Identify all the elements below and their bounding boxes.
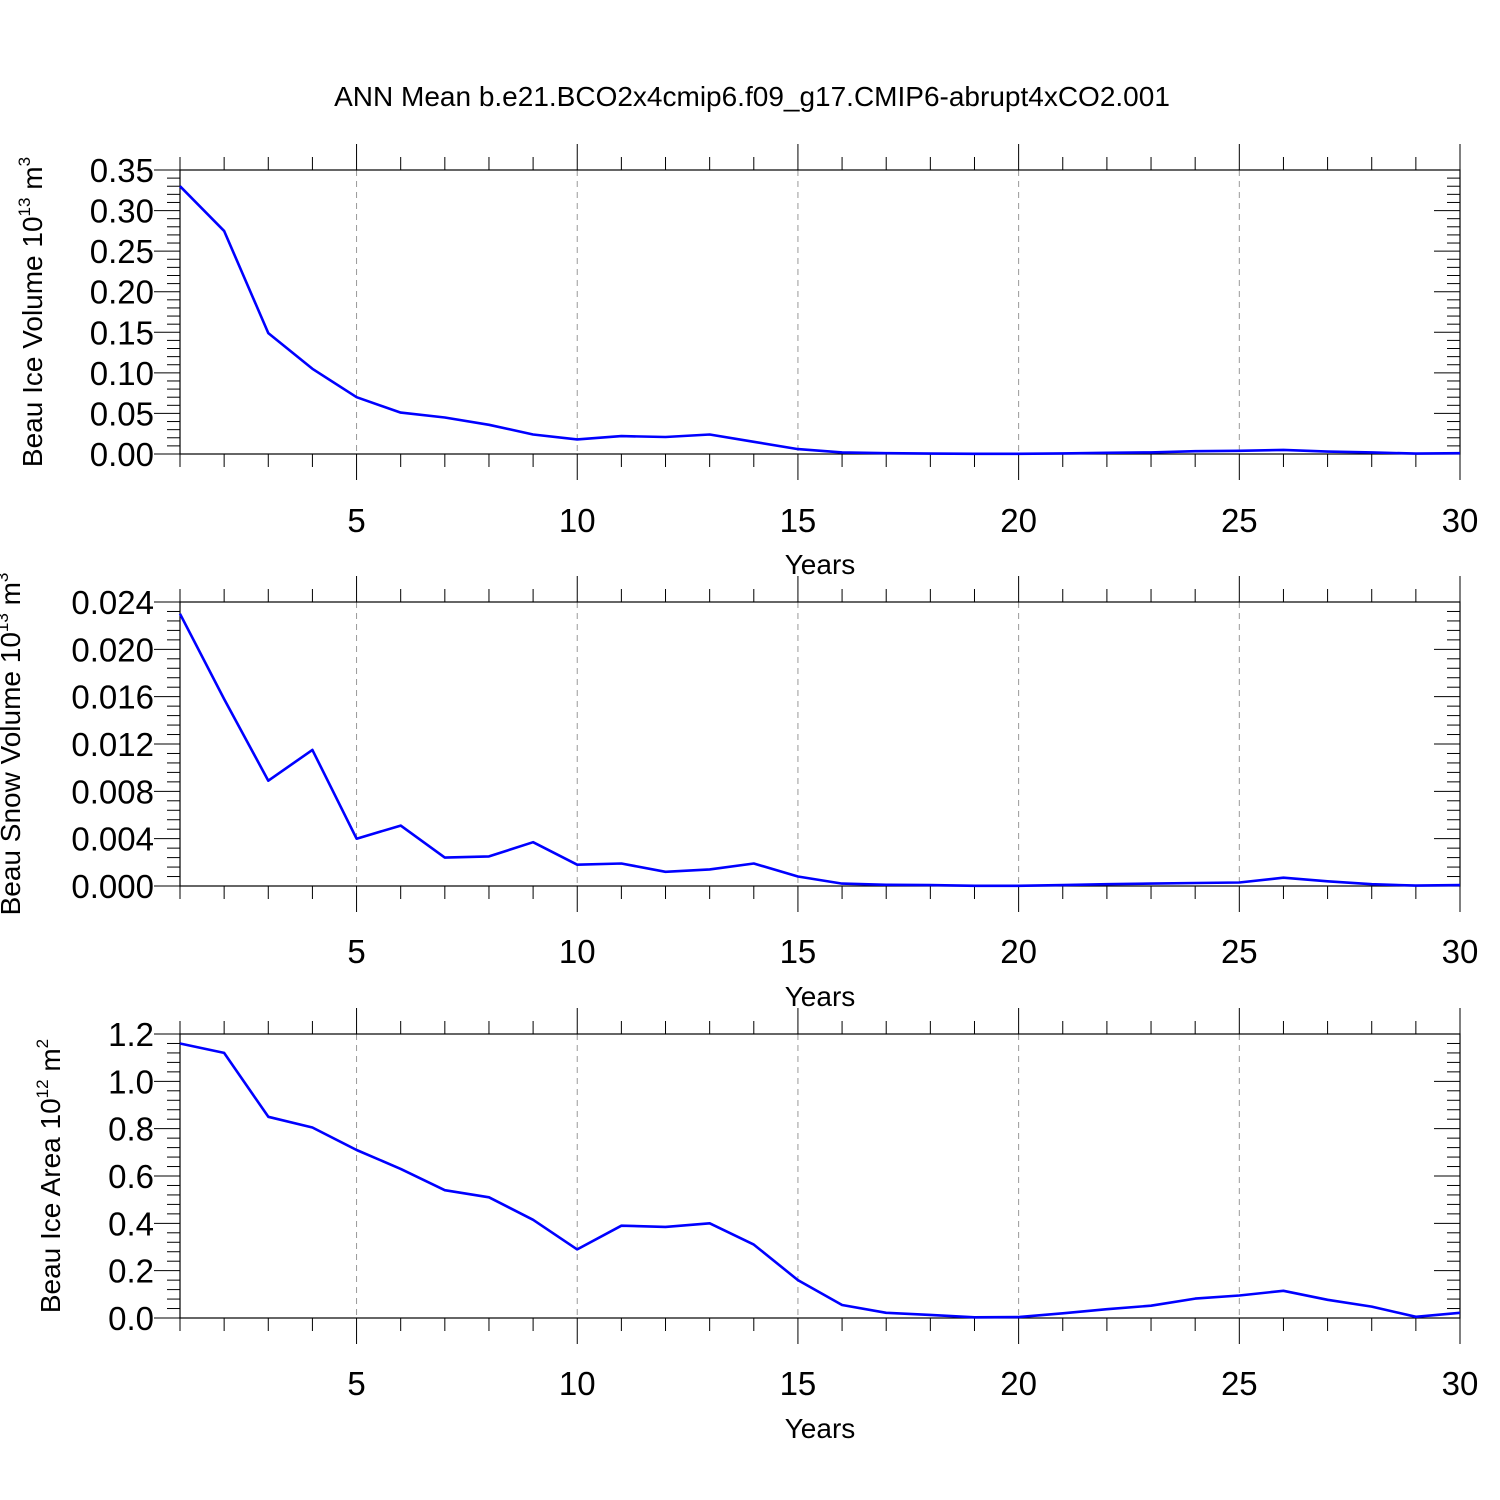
- x-axis-label: Years: [785, 549, 856, 580]
- x-tick-label: 20: [1000, 933, 1037, 970]
- y-tick-label: 0.30: [90, 193, 154, 230]
- y-tick-label: 0.004: [71, 821, 154, 858]
- y-tick-label: 0.10: [90, 355, 154, 392]
- x-tick-label: 25: [1221, 502, 1258, 539]
- chart-panel-1: 0.00 0.050.10 0.150.20 0.250.30 0.35 5 10 15 20 2…: [15, 144, 1478, 580]
- x-tick-label: 15: [780, 502, 817, 539]
- y-tick-label: 0.8: [108, 1111, 154, 1148]
- x-tick-label: 20: [1000, 1365, 1037, 1402]
- y-tick-label: 0.15: [90, 314, 154, 351]
- y-tick-label: 0.4: [108, 1205, 154, 1242]
- x-tick-label: 5: [347, 933, 365, 970]
- chart-panel-3: 0.0 0.2 0.4 0.6 0.8 1.0 1.2 5 10 15 20 25 30 Years Bea…: [33, 1008, 1478, 1444]
- x-tick-label: 30: [1442, 933, 1479, 970]
- chart-title: ANN Mean b.e21.BCO2x4cmip6.f09_g17.CMIP6…: [334, 81, 1170, 112]
- plot-frame: [179, 169, 1461, 455]
- x-tick-label: 15: [780, 1365, 817, 1402]
- series-line: [178, 613, 1461, 888]
- y-tick-label: 0.00: [90, 436, 154, 473]
- chart-panel-2: 0.000 0.004 0.008 0.012 0.016 0.020 0.024 5 10 15…: [0, 573, 1478, 1012]
- x-tick-label: 25: [1221, 933, 1258, 970]
- y-tick-label: 0.0: [108, 1300, 154, 1337]
- x-tick-label: 30: [1442, 1365, 1479, 1402]
- y-axis-label: Beau Snow Volume 1013 m3: [0, 573, 26, 916]
- y-tick-label: 0.35: [90, 152, 154, 189]
- y-tick-label: 0.012: [71, 726, 154, 763]
- x-axis-label: Years: [785, 981, 856, 1012]
- y-tick-label: 0.6: [108, 1158, 154, 1195]
- x-tick-label: 5: [347, 1365, 365, 1402]
- y-tick-label: 0.008: [71, 773, 154, 810]
- series-line: [179, 185, 1461, 456]
- plot-frame: [179, 1033, 1461, 1319]
- x-tick-label: 30: [1442, 502, 1479, 539]
- y-tick-label: 1.0: [108, 1063, 154, 1100]
- x-tick-label: 20: [1000, 502, 1037, 539]
- y-tick-label: 0.016: [71, 679, 154, 716]
- y-tick-label: 0.20: [90, 274, 154, 311]
- y-tick-label: 0.2: [108, 1253, 154, 1290]
- plot-frame: [179, 601, 1461, 887]
- x-tick-label: 5: [347, 502, 365, 539]
- y-axis-label: Beau Ice Area 1012 m2: [33, 1039, 66, 1313]
- y-tick-label: 0.25: [90, 233, 154, 270]
- x-tick-label: 25: [1221, 1365, 1258, 1402]
- x-tick-label: 10: [559, 933, 596, 970]
- y-tick-label: 1.2: [108, 1016, 154, 1053]
- y-tick-label: 0.024: [71, 584, 154, 621]
- x-tick-label: 15: [780, 933, 817, 970]
- y-tick-label: 0.020: [71, 631, 154, 668]
- x-tick-label: 10: [559, 1365, 596, 1402]
- x-tick-label: 10: [559, 502, 596, 539]
- x-axis-label: Years: [785, 1413, 856, 1444]
- series-line: [179, 1042, 1461, 1319]
- y-axis-label: Beau Ice Volume 1013 m3: [15, 157, 48, 467]
- y-tick-label: 0.000: [71, 868, 154, 905]
- y-tick-label: 0.05: [90, 395, 154, 432]
